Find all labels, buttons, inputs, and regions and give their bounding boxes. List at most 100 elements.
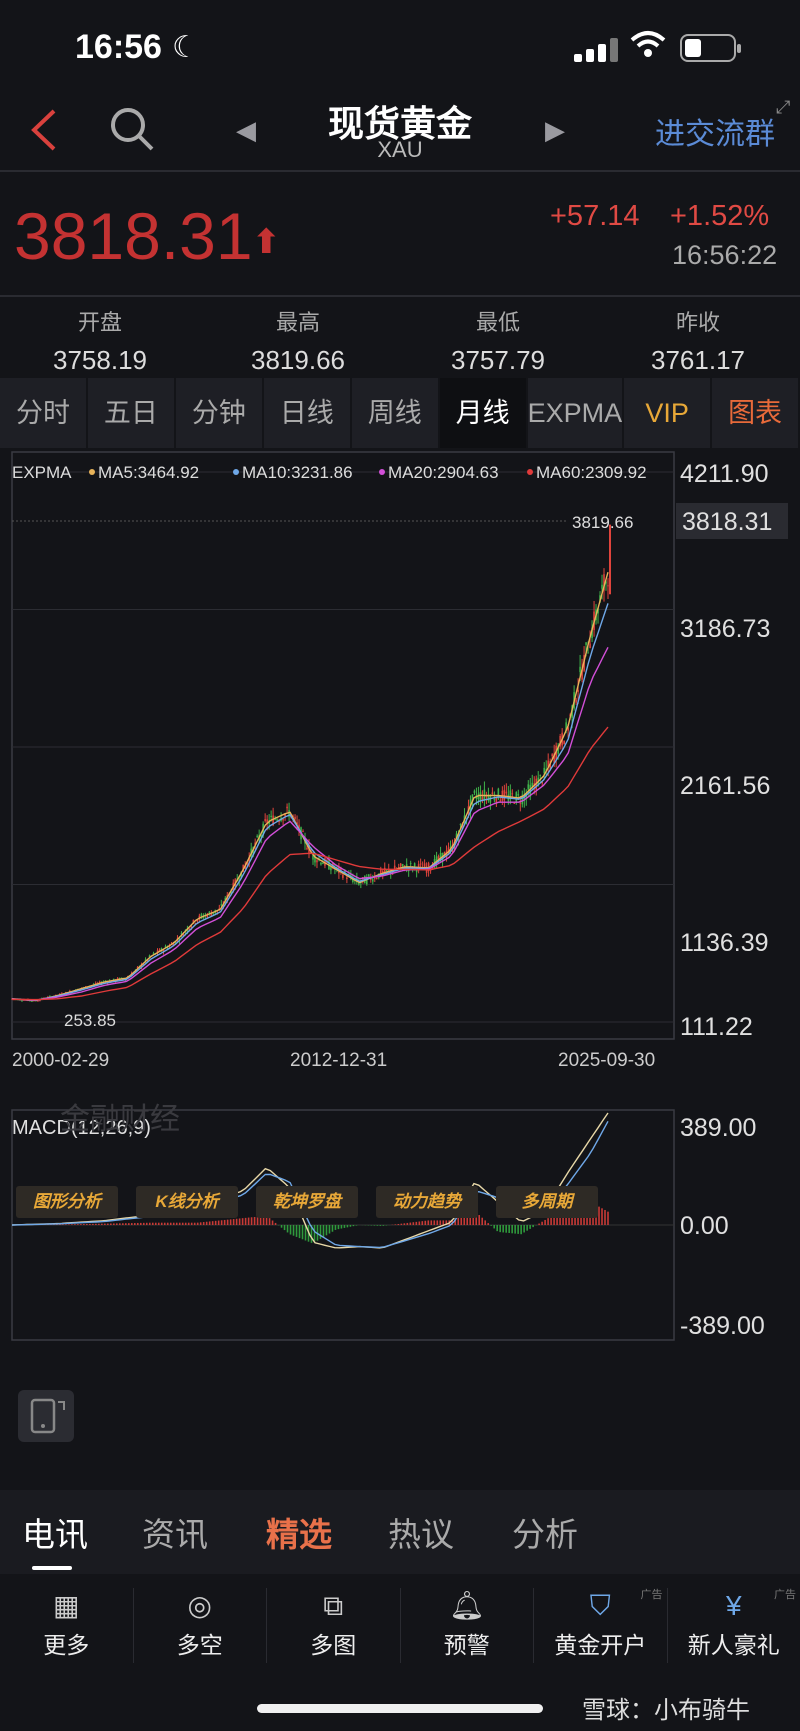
- tab-telegraph[interactable]: 电讯: [22, 1516, 88, 1553]
- candle-body: [112, 978, 115, 981]
- candle-body: [194, 923, 197, 925]
- join-group-button[interactable]: 进交流群: [655, 118, 775, 151]
- wifi-icon: [630, 30, 666, 68]
- pattern-analysis-button[interactable]: 图形分析: [16, 1186, 118, 1218]
- candle-body: [188, 928, 191, 931]
- candle-body: [449, 846, 452, 848]
- candlestick-series: [11, 524, 611, 1002]
- x-tick-label: 2025-09-30: [558, 1050, 655, 1071]
- gift-icon: ¥: [725, 1590, 742, 1621]
- legend-marker: [527, 469, 533, 475]
- chart-title: EXPMA: [12, 463, 72, 482]
- candle-body: [324, 858, 326, 866]
- up-arrow-icon: ⬆: [252, 223, 281, 261]
- stat-value: 3757.79: [451, 345, 545, 375]
- candle-body: [481, 797, 484, 801]
- tab-analysis[interactable]: 分析: [512, 1516, 578, 1553]
- battery-icon: [680, 34, 741, 62]
- tab-chart-settings[interactable]: 图表: [712, 378, 800, 448]
- high-marker-label: 3819.66: [572, 513, 633, 532]
- macd-y-tick: -389.00: [680, 1312, 765, 1340]
- toolbar-label: 黄金开户: [554, 1632, 647, 1658]
- stat-label: 昨收: [675, 310, 720, 335]
- kline-analysis-button[interactable]: K线分析: [136, 1186, 238, 1218]
- alert-button[interactable]: 🔔︎ 预警: [401, 1588, 534, 1663]
- candle-body: [164, 946, 167, 948]
- tab-news[interactable]: 资讯: [142, 1516, 208, 1553]
- candle-body: [200, 914, 203, 916]
- rotate-screen-icon[interactable]: [18, 1390, 74, 1442]
- candle-body: [497, 788, 500, 799]
- compass-button[interactable]: 乾坤罗盘: [256, 1186, 358, 1218]
- candle-body: [336, 866, 338, 868]
- candle-body: [298, 824, 300, 831]
- tab-monthly[interactable]: 月线: [439, 378, 528, 448]
- tab-minute[interactable]: 分钟: [176, 378, 264, 448]
- candle-body: [284, 813, 286, 817]
- candle-body: [575, 699, 577, 703]
- toolbar-label: 新人豪礼: [687, 1632, 780, 1658]
- candle-body: [379, 869, 382, 877]
- tab-daily[interactable]: 日线: [264, 378, 352, 448]
- candle-body: [342, 874, 344, 878]
- prev-instrument-button[interactable]: ◀: [236, 115, 256, 145]
- candle-body: [417, 864, 420, 868]
- tab-intraday[interactable]: 分时: [0, 378, 88, 448]
- candle-body: [320, 862, 322, 865]
- ma-line-ma10: [11, 603, 609, 1001]
- candle-body: [603, 574, 605, 591]
- next-instrument-button[interactable]: ▶: [545, 115, 565, 145]
- tab-discussion[interactable]: 热议: [388, 1516, 454, 1553]
- gold-account-button[interactable]: 广告 ⛉ 黄金开户: [534, 1588, 668, 1663]
- new-user-gift-button[interactable]: 广告 ¥ 新人豪礼: [668, 1588, 800, 1663]
- toolbar-label: 多空: [176, 1632, 223, 1658]
- stat-high: 最高 3819.66: [198, 305, 398, 376]
- news-tabs: 电讯 资讯 精选 热议 分析: [0, 1490, 800, 1574]
- candle-body: [393, 865, 396, 870]
- more-button[interactable]: ▦ 更多: [0, 1588, 134, 1663]
- candle-body: [190, 926, 193, 928]
- candle-body: [431, 866, 434, 870]
- search-icon[interactable]: [108, 105, 156, 153]
- candle-body: [447, 847, 450, 854]
- price-change-percent: +1.52%: [670, 200, 770, 232]
- candle-body: [288, 810, 290, 817]
- ma-line-ma5: [11, 572, 609, 1002]
- stat-value: 3761.17: [651, 345, 745, 375]
- candle-body: [513, 802, 516, 804]
- tab-expma[interactable]: EXPMA: [528, 378, 625, 448]
- price-chart[interactable]: EXPMA MA5:3464.92 MA10:3231.86 MA20:2904.6…: [0, 450, 800, 1482]
- candle-body: [521, 794, 524, 805]
- fullscreen-icon[interactable]: ⤢: [776, 97, 791, 117]
- candle-body: [144, 959, 147, 961]
- candle-body: [531, 782, 534, 787]
- candle-body: [166, 947, 169, 949]
- candle-body: [577, 690, 579, 692]
- candle-body: [563, 740, 565, 745]
- candle-body: [162, 949, 165, 952]
- tab-five-day[interactable]: 五日: [88, 378, 176, 448]
- candle-body: [196, 920, 199, 922]
- multi-period-button[interactable]: 多周期: [496, 1186, 598, 1218]
- tab-vip[interactable]: VIP: [624, 378, 713, 448]
- multi-chart-button[interactable]: ⧉ 多图: [267, 1588, 401, 1663]
- candle-body: [330, 867, 332, 871]
- candle-body: [491, 792, 494, 795]
- candle-body: [296, 822, 298, 825]
- home-indicator[interactable]: [257, 1704, 543, 1713]
- y-tick-label: 1136.39: [680, 929, 769, 957]
- candle-body: [316, 860, 318, 863]
- momentum-trend-button[interactable]: 动力趋势: [376, 1186, 478, 1218]
- tab-featured[interactable]: 精选: [266, 1516, 332, 1553]
- long-short-button[interactable]: ◎ 多空: [134, 1588, 267, 1663]
- y-tick-label: 4211.90: [680, 460, 769, 488]
- moon-icon: ☾: [172, 31, 199, 64]
- tab-weekly[interactable]: 周线: [352, 378, 440, 448]
- y-tick-label: 111.22: [680, 1013, 753, 1041]
- period-tabs: 分时 五日 分钟 日线 周线 月线 EXPMA VIP 图表: [0, 378, 800, 448]
- candle-body: [270, 815, 272, 818]
- back-button[interactable]: [28, 107, 58, 161]
- candle-body: [385, 869, 388, 871]
- quote-time: 16:56:22: [672, 240, 778, 270]
- candle-body: [423, 863, 426, 869]
